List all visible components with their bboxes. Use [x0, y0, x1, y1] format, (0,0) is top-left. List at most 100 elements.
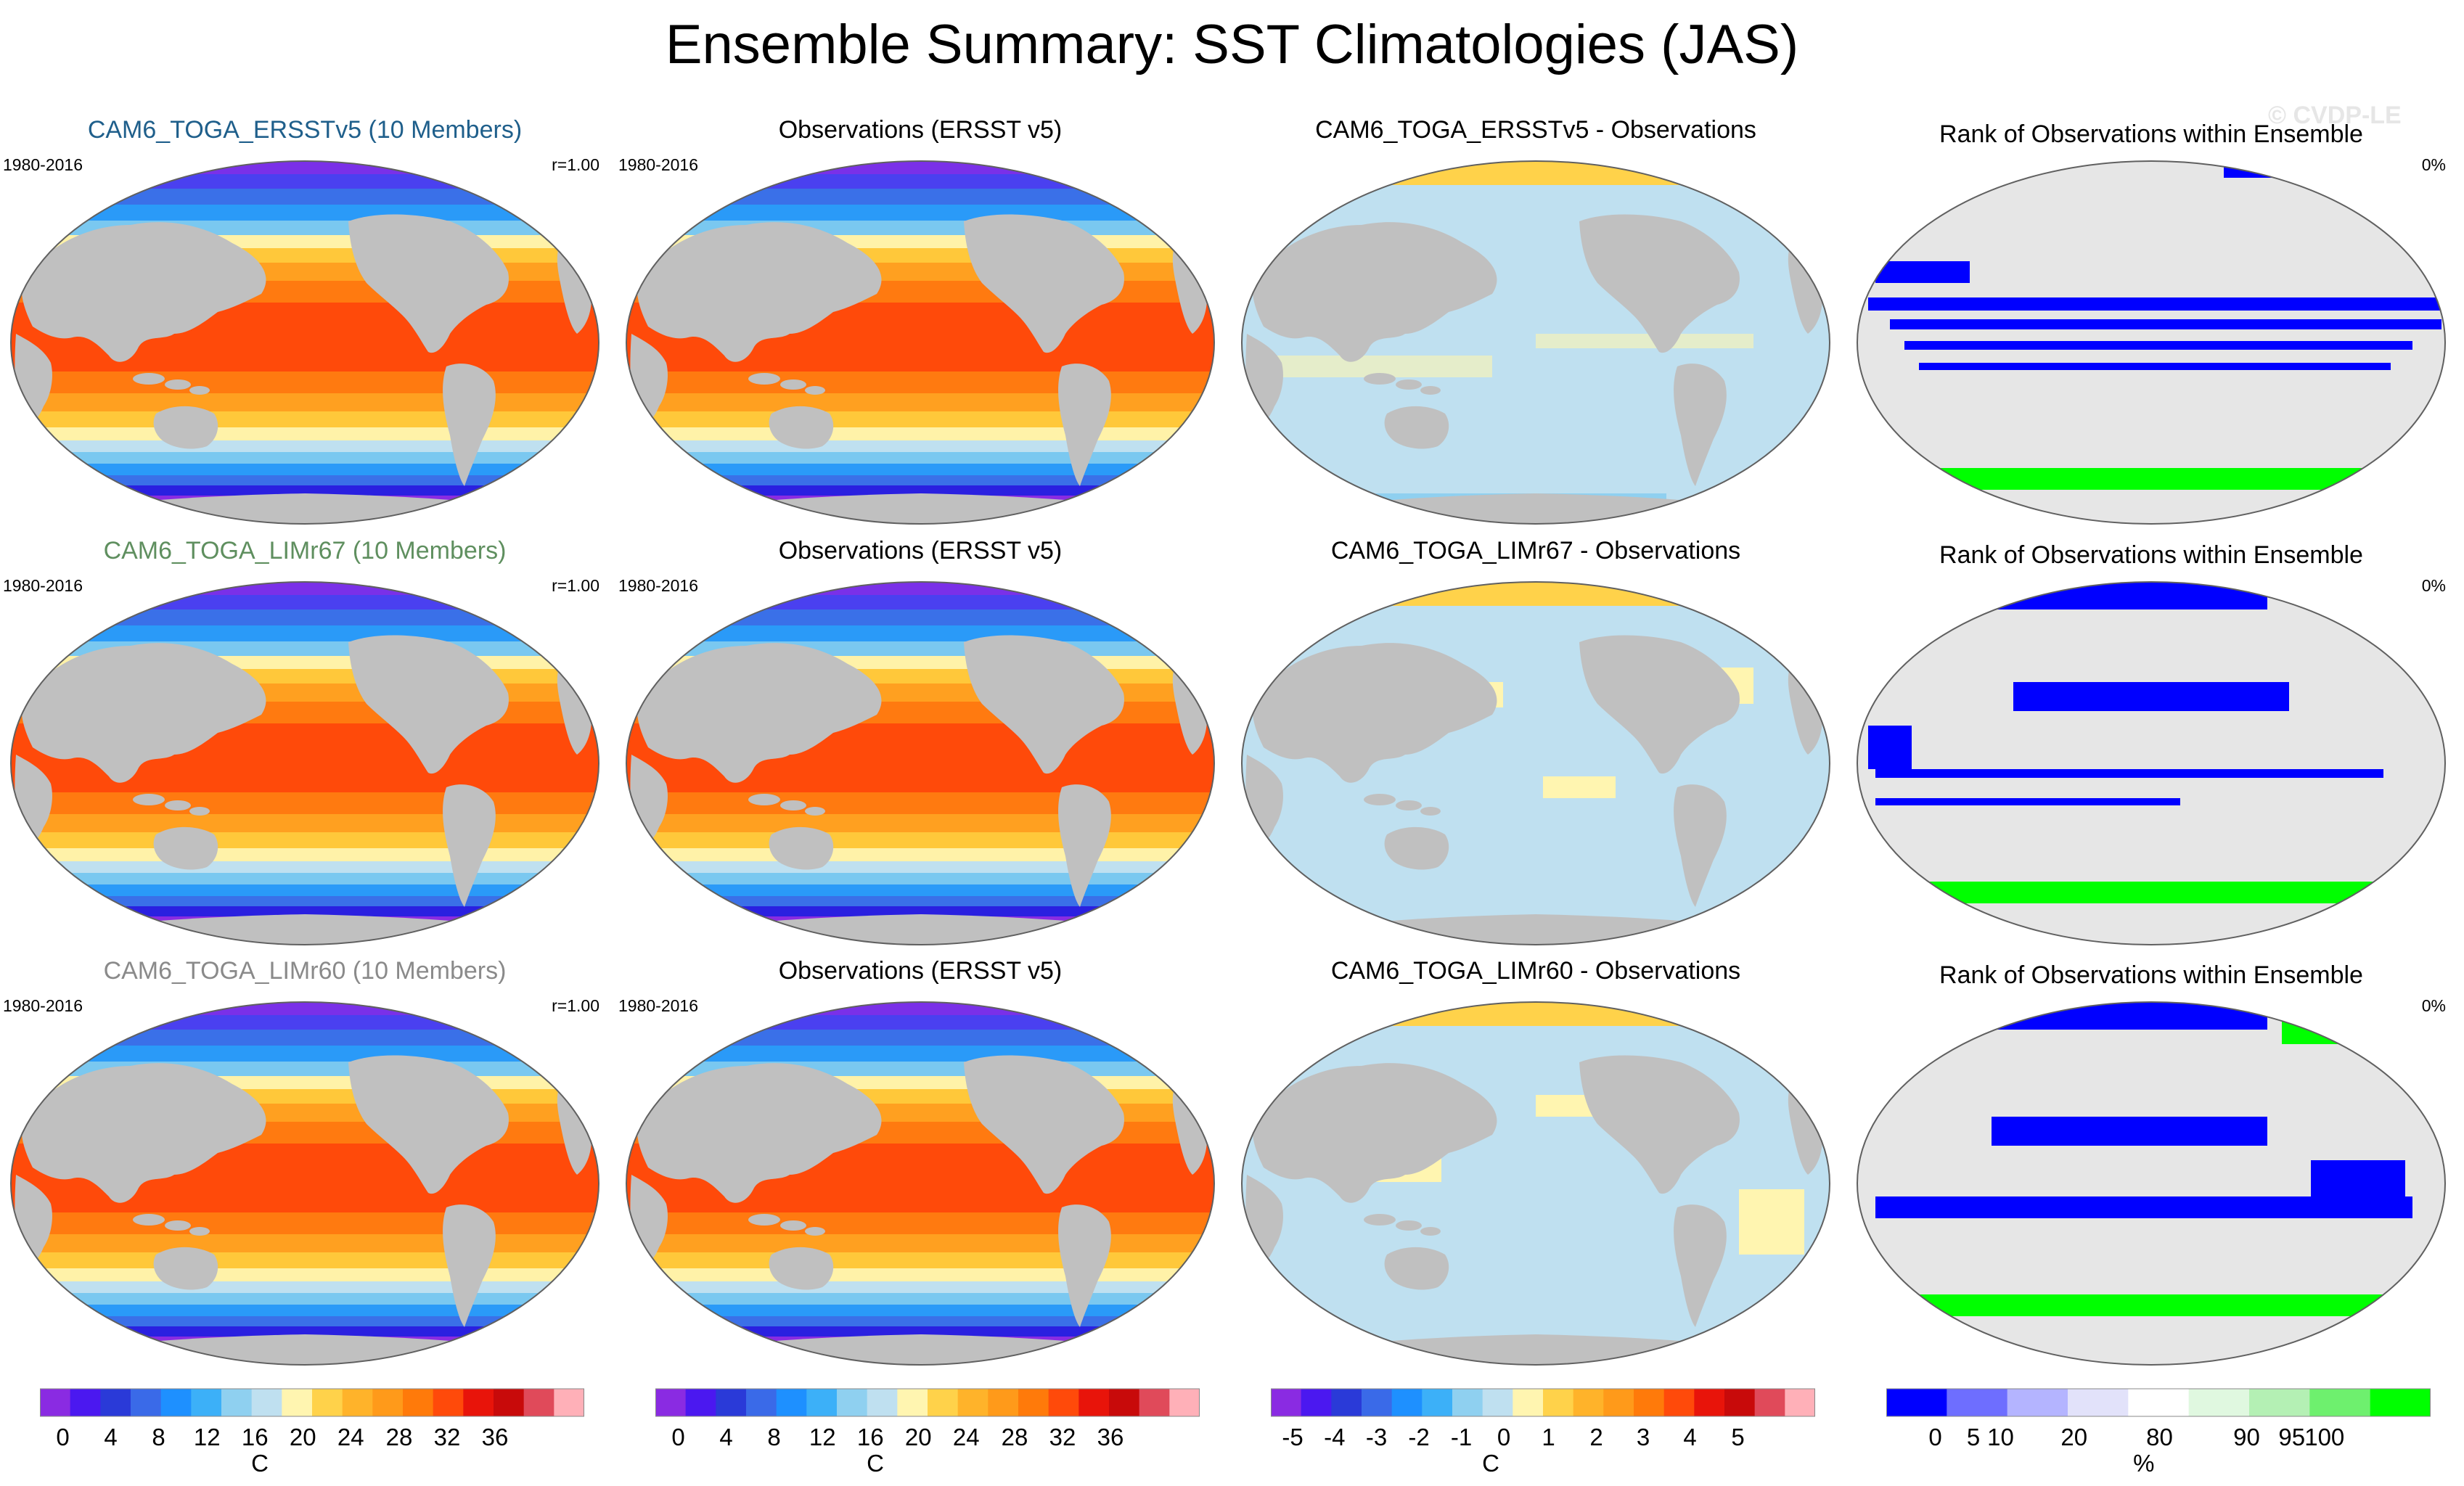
colorbar-tick-label: 4 — [104, 1424, 118, 1450]
panel-title: Rank of Observations within Ensemble — [1939, 120, 2363, 148]
colorbar-rank: 0 5 10 20 80 90 95 100% — [1886, 1383, 2431, 1485]
colorbar-swatch — [1391, 1389, 1423, 1416]
colorbar-tick-label: 4 — [1683, 1424, 1697, 1450]
colorbar-swatch — [312, 1389, 343, 1416]
period-label: 1980-2016 — [618, 996, 698, 1015]
colorbar-swatch — [494, 1389, 525, 1416]
colorbar-swatch — [282, 1389, 313, 1416]
colorbar-sst-obs: 0 4 8 12 16 20 24 28 32 36 C — [655, 1383, 1200, 1485]
colorbar-swatch — [1634, 1389, 1665, 1416]
period-label: 1980-2016 — [3, 996, 83, 1015]
colorbar-tick-label: 24 — [952, 1424, 980, 1450]
colorbar-tick-label: 95 — [2278, 1424, 2306, 1450]
colorbar-tick-label: 3 — [1636, 1424, 1650, 1450]
colorbar-swatch — [928, 1389, 959, 1416]
colorbar-tick-label: 4 — [719, 1424, 733, 1450]
panel-rank-1: Rank of Observations within Ensemble 0% — [1846, 116, 2456, 535]
colorbar-tick-label: 100 — [2304, 1424, 2345, 1450]
colorbar-swatch — [1109, 1389, 1140, 1416]
colorbar-sst-model: 0 4 8 12 16 20 24 28 32 36 C — [40, 1383, 584, 1485]
colorbar-tick-label: 10 — [1987, 1424, 2014, 1450]
colorbar-swatch — [70, 1389, 101, 1416]
colorbar-tick-label: 16 — [856, 1424, 884, 1450]
colorbar-tick-label: 0 — [1928, 1424, 1942, 1450]
colorbar-swatch — [1886, 1389, 1947, 1416]
period-label: 1980-2016 — [3, 576, 83, 595]
colorbar-tick-label: 0 — [671, 1424, 685, 1450]
colorbar-swatch — [2370, 1389, 2431, 1416]
colorbar-swatch — [1694, 1389, 1725, 1416]
correlation-label: r=1.00 — [552, 576, 599, 595]
colorbar-unit-label: C — [1482, 1450, 1499, 1477]
panel-model-2: CAM6_TOGA_LIMr67 (10 Members) 1980-2016 … — [0, 537, 610, 956]
colorbar-swatch — [1362, 1389, 1393, 1416]
correlation-label: r=1.00 — [552, 155, 599, 174]
panel-title: CAM6_TOGA_LIMr67 - Observations — [1330, 537, 1741, 565]
colorbar-swatch — [746, 1389, 777, 1416]
colorbar-tick-label: 2 — [1589, 1424, 1603, 1450]
panel-title: CAM6_TOGA_ERSSTv5 - Observations — [1315, 116, 1756, 144]
panel-rank-3: Rank of Observations within Ensemble 0% — [1846, 957, 2456, 1376]
colorbar-swatch — [1543, 1389, 1574, 1416]
panel-obs-3: Observations (ERSST v5) 1980-2016 — [615, 957, 1225, 1376]
colorbar-swatch — [655, 1389, 687, 1416]
colorbar-swatch — [685, 1389, 716, 1416]
colorbar-frame — [40, 1388, 584, 1417]
colorbar-swatch — [988, 1389, 1019, 1416]
colorbar-swatch — [837, 1389, 868, 1416]
colorbar-swatch — [191, 1389, 222, 1416]
colorbar-swatch — [1724, 1389, 1756, 1416]
colorbar-tick-label: 16 — [241, 1424, 269, 1450]
colorbar-unit-label: % — [2133, 1450, 2155, 1477]
colorbar-swatch — [1452, 1389, 1483, 1416]
colorbar-swatches — [1271, 1388, 1815, 1417]
colorbar-tick-label: 0 — [1497, 1424, 1511, 1450]
colorbar-swatch — [776, 1389, 807, 1416]
colorbar-swatch — [1754, 1389, 1785, 1416]
colorbar-swatch — [2007, 1389, 2068, 1416]
panel-title: CAM6_TOGA_LIMr67 (10 Members) — [103, 537, 507, 565]
panel-title: Rank of Observations within Ensemble — [1939, 961, 2363, 989]
colorbar-swatch — [1078, 1389, 1110, 1416]
colorbar-swatch — [554, 1389, 584, 1416]
colorbar-swatch — [897, 1389, 928, 1416]
colorbar-swatch — [1169, 1389, 1200, 1416]
period-label: 1980-2016 — [618, 155, 698, 174]
colorbar-swatch — [2068, 1389, 2129, 1416]
colorbar-tick-label: -1 — [1450, 1424, 1473, 1450]
colorbar-swatch — [957, 1389, 989, 1416]
colorbar-tick-label: -2 — [1408, 1424, 1430, 1450]
panel-model-3: CAM6_TOGA_LIMr60 (10 Members) 1980-2016 … — [0, 957, 610, 1376]
colorbar-frame — [655, 1388, 1200, 1417]
panel-rank-2: Rank of Observations within Ensemble 0% — [1846, 537, 2456, 956]
panel-title: CAM6_TOGA_LIMr60 - Observations — [1330, 957, 1741, 985]
colorbar-swatch — [2249, 1389, 2310, 1416]
colorbar-swatch — [2128, 1389, 2190, 1416]
panel-title: Observations (ERSST v5) — [778, 957, 1063, 985]
colorbar-tick-label: 5 — [1966, 1424, 1981, 1450]
colorbar-frame — [1271, 1388, 1815, 1417]
colorbar-tick-label: 36 — [1097, 1424, 1124, 1450]
colorbar-tick-label: 90 — [2233, 1424, 2260, 1450]
watermark: © CVDP-LE — [2268, 102, 2402, 129]
colorbar-tick-label: 0 — [56, 1424, 70, 1450]
colorbar-swatch — [2188, 1389, 2250, 1416]
colorbar-tick-label: 36 — [481, 1424, 509, 1450]
colorbar-swatch — [1663, 1389, 1695, 1416]
panel-title: Rank of Observations within Ensemble — [1939, 541, 2363, 569]
percent-label: 0% — [2421, 996, 2446, 1015]
colorbar-swatch — [1139, 1389, 1170, 1416]
panel-title: Observations (ERSST v5) — [778, 537, 1063, 565]
correlation-label: r=1.00 — [552, 996, 599, 1015]
panel-diff-2: CAM6_TOGA_LIMr67 - Observations — [1231, 537, 1841, 956]
colorbar-swatch — [131, 1389, 162, 1416]
colorbar-swatch — [433, 1389, 464, 1416]
colorbar-swatches — [40, 1388, 584, 1417]
colorbar-swatch — [523, 1389, 554, 1416]
colorbar-tick-label: 24 — [337, 1424, 364, 1450]
colorbar-tick-label: -3 — [1365, 1424, 1388, 1450]
colorbar-swatches — [655, 1388, 1200, 1417]
colorbar-tick-label: 28 — [385, 1424, 413, 1450]
colorbar-swatch — [40, 1389, 71, 1416]
panel-diff-3: CAM6_TOGA_LIMr60 - Observations — [1231, 957, 1841, 1376]
